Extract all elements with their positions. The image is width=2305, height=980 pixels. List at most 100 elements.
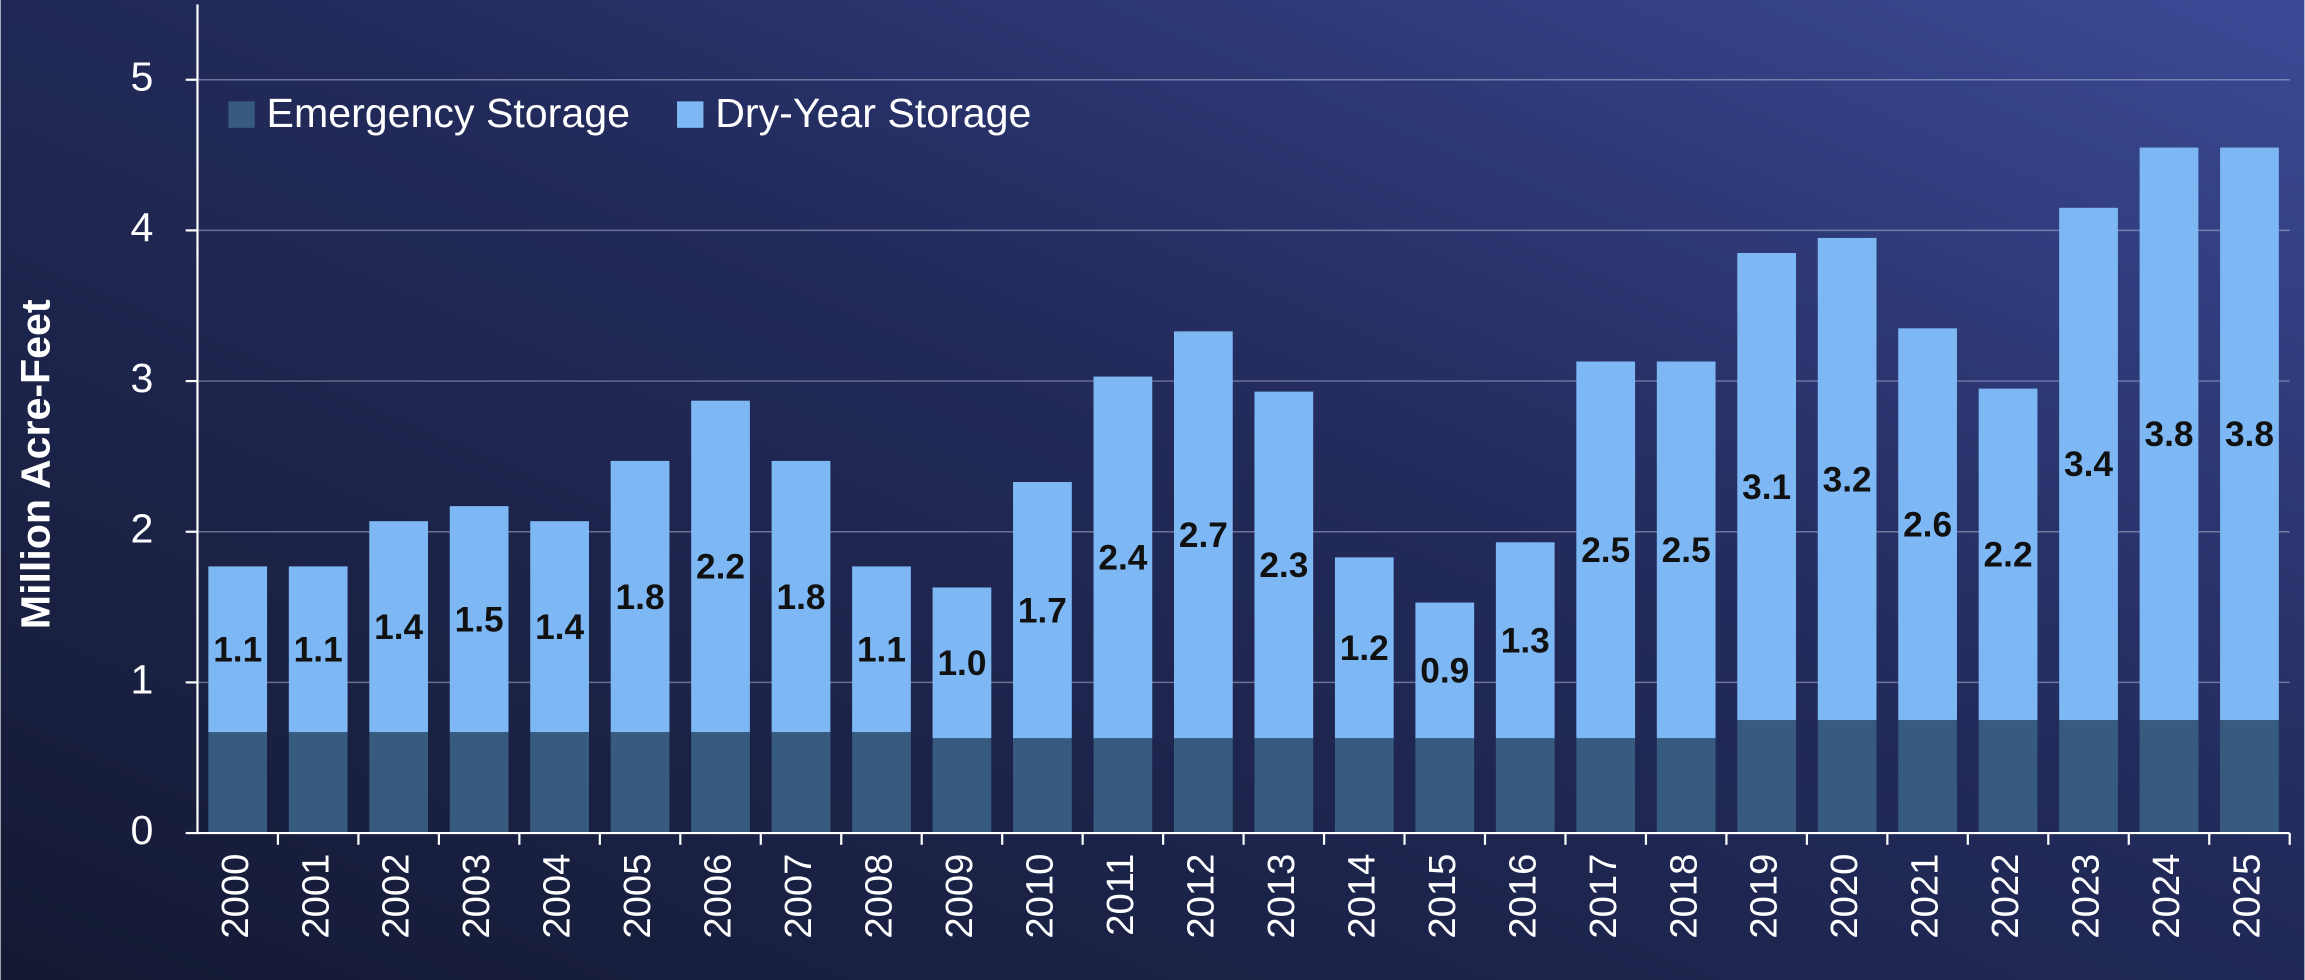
x-tick-label: 2017 [1582,854,1625,939]
x-tick-label: 2024 [2145,854,2188,939]
data-label: 2.7 [1179,516,1228,555]
bar-segment [208,566,268,733]
data-label: 1.0 [937,644,986,683]
bar-segment [2059,207,2118,721]
data-label: 1.2 [1340,629,1389,668]
bar-segment [932,587,992,739]
data-label: 1.1 [213,631,262,670]
bar-segment [1495,738,1555,834]
y-tick-label: 4 [131,204,154,250]
x-tick-label: 2002 [375,854,418,939]
data-label: 1.1 [857,631,906,670]
data-label: 3.8 [2144,415,2193,454]
x-tick-label: 2022 [1984,854,2027,939]
bar-segment [1656,361,1716,739]
x-tick-label: 2008 [858,854,901,939]
data-label: 1.4 [535,608,584,647]
x-tick-label: 2006 [697,854,740,939]
bar-segment [1898,328,1957,721]
x-tick-label: 2009 [938,854,981,939]
bar-segment [2220,720,2279,834]
x-tick-label: 2004 [536,854,579,939]
data-label: 3.4 [2064,445,2113,484]
x-tick-label: 2003 [455,854,498,939]
bar-segment [1013,482,1072,739]
bar-segment [1254,738,1314,834]
bar-segment [1656,738,1716,834]
bar-segment [2220,147,2279,721]
data-label: 2.6 [1903,505,1952,544]
bar-segment [771,460,831,733]
x-tick-label: 2005 [616,854,659,939]
bar-segment [1013,738,1072,834]
bar-segment [1415,738,1475,834]
bar-segment [2139,147,2199,721]
x-tick-label: 2021 [1904,854,1947,939]
bar-segment [1737,253,1797,721]
x-tick-label: 2011 [1099,854,1142,936]
bar-segment [1254,391,1314,739]
bar-segment [288,566,348,733]
bar-segment [610,732,670,834]
x-tick-label: 2015 [1421,854,1464,939]
data-label: 2.3 [1259,546,1308,585]
x-tick-label: 2013 [1260,854,1303,939]
x-tick-label: 2023 [2065,854,2108,939]
bar-segment [1898,720,1957,834]
bar-segment [369,521,429,733]
bar-segment [1093,738,1153,834]
bar-segment [530,521,589,733]
bar-segment [1978,388,2038,721]
bar-segment [1173,738,1233,834]
data-label: 1.1 [294,631,343,670]
bar-segment [1737,720,1797,834]
bar-segment [208,732,268,834]
x-tick-label: 2000 [214,854,257,939]
bar-segment [288,732,348,834]
bar-segment [530,732,589,834]
bar-segment [2059,720,2118,834]
bar-segment [1173,331,1233,739]
bar-segment [1415,602,1475,739]
legend-label: Emergency Storage [267,90,630,136]
bar-segment [1334,738,1394,834]
bar-segment [449,506,509,733]
data-label: 2.5 [1662,531,1711,570]
bar-segment [691,400,750,733]
bar-segment [449,732,509,834]
data-label: 2.2 [1984,536,2033,575]
x-tick-label: 2012 [1179,854,1222,939]
data-label: 2.5 [1581,531,1630,570]
bar-segment [1817,237,1877,721]
bar-segment [691,732,750,834]
x-tick-label: 2025 [2226,854,2269,939]
data-label: 1.5 [455,600,504,639]
data-label: 1.3 [1501,621,1550,660]
data-label: 1.8 [616,578,665,617]
bar-segment [1978,720,2038,834]
x-tick-label: 2020 [1823,854,1866,939]
data-label: 2.2 [696,548,745,587]
y-tick-label: 1 [131,656,154,702]
bar-segment [1576,738,1636,834]
data-label: 0.9 [1420,652,1469,691]
bar-segment [1817,720,1877,834]
y-tick-label: 2 [131,506,154,552]
x-tick-label: 2019 [1743,854,1786,939]
x-tick-label: 2010 [1019,854,1062,939]
bar-segment [852,566,911,733]
bar-segment [932,738,992,834]
y-tick-label: 0 [131,807,154,853]
y-tick-label: 3 [131,355,154,401]
bar-segment [1093,376,1153,739]
data-label: 2.4 [1098,539,1147,578]
bar-segment [852,732,911,834]
data-label: 3.8 [2225,415,2274,454]
x-tick-label: 2007 [777,854,820,939]
x-tick-label: 2018 [1662,854,1705,939]
y-tick-label: 5 [131,54,154,100]
legend-label: Dry-Year Storage [715,90,1031,136]
y-axis-label: Million Acre-Feet [13,299,59,629]
bar-segment [2139,720,2199,834]
